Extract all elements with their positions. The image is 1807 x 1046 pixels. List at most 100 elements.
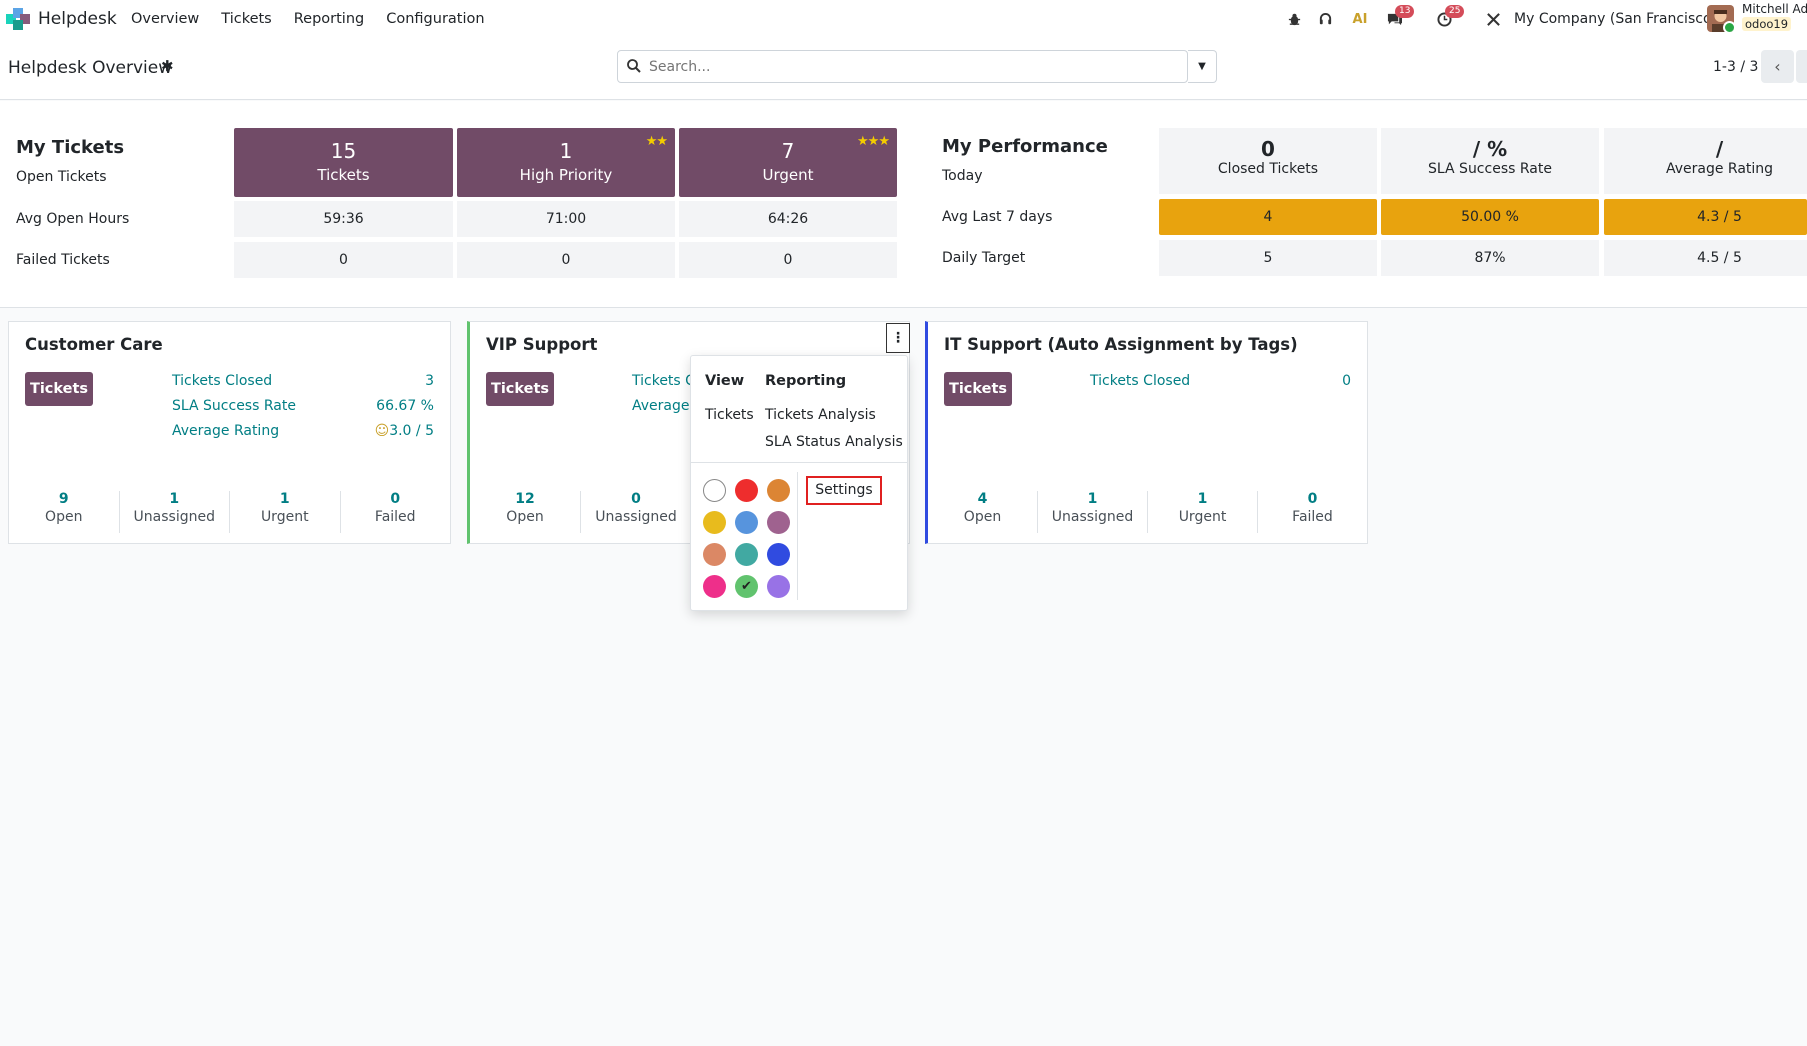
color-swatch[interactable]: ✔	[735, 575, 758, 598]
avg-hours-urgent[interactable]: 64:26	[679, 201, 897, 237]
color-swatch[interactable]	[735, 543, 758, 566]
color-swatch[interactable]	[767, 511, 790, 534]
sla-success-rate-value[interactable]: 66.67 %	[376, 398, 434, 414]
color-swatch[interactable]	[735, 479, 758, 502]
app-name[interactable]: Helpdesk	[38, 9, 117, 29]
stat-open[interactable]: 4 Open	[928, 491, 1038, 533]
tickets-button[interactable]: Tickets	[944, 372, 1012, 406]
tile-number: 15	[330, 139, 357, 163]
view-tickets-item[interactable]: Tickets	[705, 407, 754, 423]
stat-failed[interactable]: 0 Failed	[1258, 491, 1367, 533]
stat-label: Open	[506, 509, 544, 525]
search-input[interactable]	[649, 51, 1149, 82]
activity-clock-icon[interactable]: 25	[1433, 5, 1465, 30]
team-card-customer-care: Customer Care Tickets Tickets Closed 3 S…	[8, 321, 451, 544]
tile-number: 1	[559, 139, 573, 163]
tickets-analysis-item[interactable]: Tickets Analysis	[765, 407, 876, 423]
headset-icon[interactable]	[1314, 8, 1336, 30]
team-title[interactable]: VIP Support	[486, 335, 598, 354]
company-switcher[interactable]: My Company (San Francisco)	[1514, 11, 1717, 27]
stat-label: Open	[45, 509, 83, 525]
pager-value[interactable]: 1-3 / 3	[1713, 59, 1759, 75]
color-swatch[interactable]	[703, 575, 726, 598]
reporting-heading: Reporting	[765, 373, 847, 389]
menu-configuration[interactable]: Configuration	[386, 11, 485, 27]
team-title[interactable]: Customer Care	[25, 335, 163, 354]
stat-unassigned[interactable]: 0 Unassigned	[581, 491, 692, 533]
stat-failed[interactable]: 0 Failed	[341, 491, 451, 533]
menu-overview[interactable]: Overview	[131, 11, 200, 27]
settings-item[interactable]: Settings	[806, 476, 882, 505]
menu-reporting[interactable]: Reporting	[293, 11, 365, 27]
target-rating[interactable]: 4.5 / 5	[1604, 240, 1807, 276]
color-swatch[interactable]	[767, 543, 790, 566]
kebab-menu-icon[interactable]: ⋮	[886, 323, 910, 353]
target-closed[interactable]: 5	[1159, 240, 1377, 276]
tile-high-priority[interactable]: ★★ 1 High Priority	[457, 128, 675, 197]
failed-high[interactable]: 0	[457, 242, 675, 278]
average-rating-link[interactable]: Average R	[632, 398, 704, 414]
my-tickets-heading: My Tickets	[16, 137, 125, 158]
sla-success-rate-link[interactable]: SLA Success Rate	[172, 398, 296, 414]
tile-label: Tickets	[317, 166, 370, 184]
database-badge: odoo19	[1742, 17, 1792, 31]
search-icon	[627, 59, 641, 73]
ai-icon[interactable]: AI	[1352, 11, 1368, 27]
perf-number: / %	[1472, 137, 1508, 161]
tools-icon[interactable]	[1482, 8, 1504, 30]
tickets-closed-value[interactable]: 0	[1342, 373, 1351, 389]
average-rating-value[interactable]: ☺3.0 / 5	[375, 423, 434, 439]
color-swatch[interactable]	[735, 511, 758, 534]
average-rating-today: / Average Rating	[1604, 128, 1807, 194]
stat-urgent[interactable]: 1 Urgent	[230, 491, 341, 533]
tickets-closed-link[interactable]: Tickets Cl	[632, 373, 699, 389]
avg-hours-all[interactable]: 59:36	[234, 201, 453, 237]
target-sla[interactable]: 87%	[1381, 240, 1599, 276]
failed-all[interactable]: 0	[234, 242, 453, 278]
color-swatch[interactable]	[703, 543, 726, 566]
tile-my-tickets[interactable]: 15 Tickets	[234, 128, 453, 197]
helpdesk-logo-icon[interactable]	[6, 8, 30, 30]
color-swatch[interactable]	[767, 575, 790, 598]
gear-icon[interactable]: ✱	[161, 57, 174, 75]
stat-open[interactable]: 12 Open	[470, 491, 581, 533]
color-swatch[interactable]	[703, 511, 726, 534]
perf-number: 0	[1261, 137, 1275, 161]
tickets-button[interactable]: Tickets	[25, 372, 93, 406]
stat-unassigned[interactable]: 1 Unassigned	[120, 491, 230, 533]
tile-label: High Priority	[519, 166, 613, 184]
tickets-closed-link[interactable]: Tickets Closed	[1090, 373, 1191, 389]
menu-tickets[interactable]: Tickets	[221, 11, 272, 27]
team-title[interactable]: IT Support (Auto Assignment by Tags)	[944, 335, 1298, 354]
avg-open-hours-label: Avg Open Hours	[16, 211, 130, 227]
stat-open[interactable]: 9 Open	[9, 491, 120, 533]
pager-next-button[interactable]	[1796, 50, 1807, 83]
tickets-closed-link[interactable]: Tickets Closed	[172, 373, 273, 389]
perf-number: /	[1715, 137, 1724, 161]
debug-bug-icon[interactable]	[1283, 8, 1305, 30]
tile-label: Urgent	[762, 166, 814, 184]
sla-status-analysis-item[interactable]: SLA Status Analysis	[765, 434, 903, 450]
perf-label: SLA Success Rate	[1428, 161, 1552, 177]
tickets-button[interactable]: Tickets	[486, 372, 554, 406]
user-avatar[interactable]	[1707, 5, 1734, 32]
search-bar[interactable]	[617, 50, 1188, 83]
stat-urgent[interactable]: 1 Urgent	[1148, 491, 1258, 533]
stat-unassigned[interactable]: 1 Unassigned	[1038, 491, 1148, 533]
main-menu: Overview Tickets Reporting Configuration	[131, 11, 507, 27]
tickets-closed-value[interactable]: 3	[425, 373, 434, 389]
failed-urgent[interactable]: 0	[679, 242, 897, 278]
user-name[interactable]: Mitchell Adm	[1742, 2, 1807, 16]
sla-success-today: / % SLA Success Rate	[1381, 128, 1599, 194]
activity-count-badge: 25	[1445, 5, 1465, 18]
avg-hours-high[interactable]: 71:00	[457, 201, 675, 237]
tile-urgent[interactable]: ★★★ 7 Urgent	[679, 128, 897, 197]
chat-icon[interactable]: 13	[1383, 5, 1415, 30]
color-swatch[interactable]	[703, 479, 726, 502]
pager-previous-button[interactable]: ‹	[1761, 50, 1794, 83]
average-rating-link[interactable]: Average Rating	[172, 423, 280, 439]
color-swatch[interactable]	[767, 479, 790, 502]
helpdesk-dashboard: My Tickets Open Tickets Avg Open Hours F…	[0, 101, 1807, 308]
search-options-toggle[interactable]: ▼	[1188, 50, 1217, 83]
team-card-dropdown: View Reporting Tickets Tickets Analysis …	[690, 355, 908, 611]
